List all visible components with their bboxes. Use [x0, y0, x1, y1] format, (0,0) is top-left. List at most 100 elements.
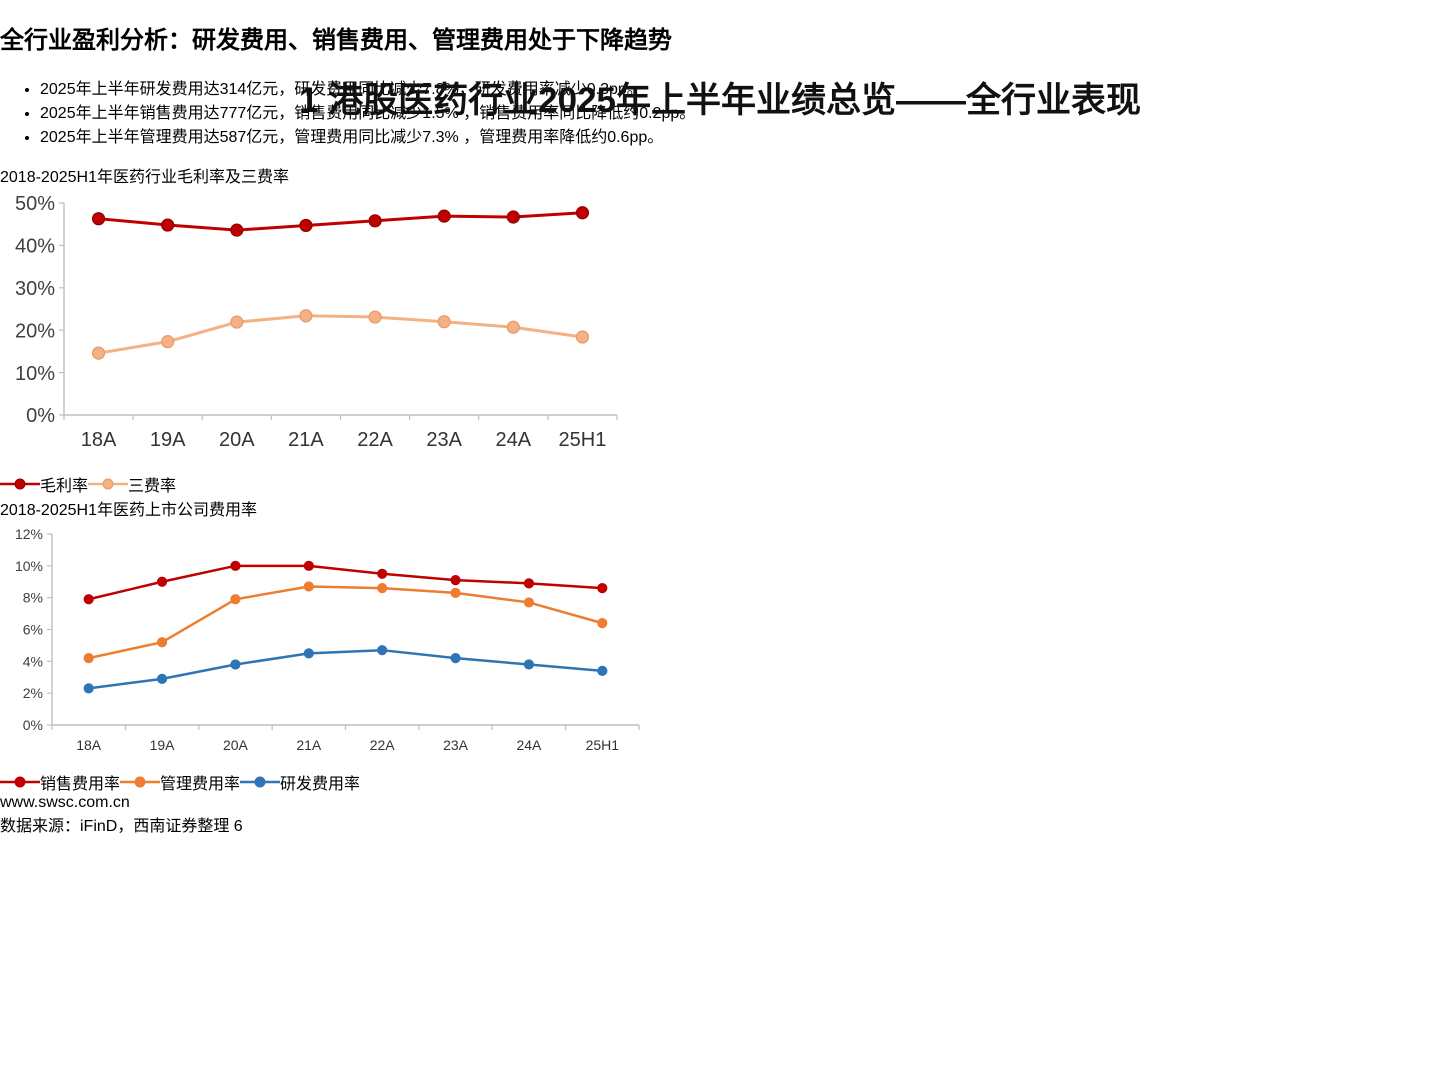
legend-item-1: 三费率: [88, 478, 176, 495]
x-tick-label: 20A: [219, 429, 255, 451]
legend-gross-margin: 毛利率 三费率: [0, 472, 1440, 496]
data-point: [156, 576, 168, 587]
y-tick-label: 10%: [15, 363, 55, 385]
data-point: [230, 659, 241, 670]
data-point: [91, 211, 106, 226]
chart-title-expense-ratios: 2018-2025H1年医药上市公司费用率: [0, 501, 257, 519]
y-tick-label: 40%: [15, 235, 55, 257]
x-tick-label: 25H1: [559, 429, 607, 451]
x-tick-label: 24A: [496, 429, 532, 451]
line-chart-expense-ratios: 0% 2% 4% 6% 8% 10% 12% 18A 19A 20A 21A 22A 23A 24A 25H…: [15, 526, 640, 753]
x-tick-label: 23A: [443, 737, 469, 753]
data-point: [368, 214, 382, 228]
data-point: [156, 673, 168, 684]
legend-label: 管理费用率: [160, 775, 241, 793]
data-point: [161, 218, 175, 232]
data-point: [303, 560, 314, 571]
data-point: [450, 574, 461, 586]
legend-label: 三费率: [128, 477, 177, 495]
data-point: [597, 617, 608, 629]
data-point: [523, 659, 535, 670]
bullet-item: 2025年上半年销售费用达777亿元，销售费用同比减少1.5% ，销售费用率同比…: [40, 99, 1440, 123]
x-tick-label: 19A: [150, 737, 176, 753]
data-point: [299, 218, 313, 232]
y-tick-label: 30%: [15, 278, 55, 300]
y-tick-label: 4%: [23, 653, 43, 669]
series-line-0: [88, 564, 603, 601]
title-accent-bar: [95, 136, 1355, 149]
data-source-note: 数据来源：iFinD，西南证券整理: [0, 817, 230, 835]
legend-marker-icon: [0, 478, 40, 490]
x-tick-label: 19A: [150, 429, 186, 451]
series-line-2: [88, 648, 603, 690]
data-point: [377, 644, 388, 656]
data-point: [597, 582, 608, 594]
data-point: [303, 648, 314, 659]
data-point: [575, 330, 590, 344]
x-tick-label: 22A: [357, 429, 393, 451]
y-tick-label: 0%: [26, 405, 55, 427]
page-title: 1 港股医药行业2025年上半年业绩总览——全行业表现: [298, 81, 1142, 120]
page-number: 6: [233, 817, 243, 835]
legend-item-0: 毛利率: [0, 478, 88, 495]
data-point: [230, 593, 241, 605]
legend-expense-ratios: 销售费用率 管理费用率 研发费用率: [0, 770, 1440, 794]
x-tick-label: 18A: [81, 429, 117, 451]
y-tick-label: 8%: [23, 590, 43, 606]
legend-item-0: 销售费用率: [0, 776, 120, 793]
bullet-list: 2025年上半年研发费用达314亿元，研发费用同比减少7.8%，研发费用率减少0…: [0, 75, 1440, 147]
website-link[interactable]: www.swsc.com.cn: [0, 793, 130, 811]
legend-label: 毛利率: [40, 477, 89, 495]
data-point: [230, 560, 241, 571]
bullet-item: 2025年上半年管理费用达587亿元，管理费用同比减少7.3% ，管理费用率降低…: [40, 123, 1440, 147]
chart-title-gross-margin: 2018-2025H1年医药行业毛利率及三费率: [0, 168, 289, 186]
data-point: [523, 597, 535, 608]
data-point: [230, 223, 244, 237]
y-tick-label: 20%: [15, 320, 55, 342]
data-point: [83, 593, 94, 605]
series-line-0: [98, 211, 583, 232]
data-point: [377, 582, 388, 594]
x-tick-label: 21A: [296, 737, 322, 753]
legend-label: 销售费用率: [40, 775, 121, 793]
data-point: [575, 205, 590, 220]
data-point: [450, 587, 461, 598]
legend-item-1: 管理费用率: [120, 776, 240, 793]
y-tick-label: 6%: [23, 621, 43, 637]
x-tick-label: 24A: [516, 737, 542, 753]
bullet-text: 2025年上半年销售费用达777亿元，销售费用同比减少1.5% ，销售费用率同比…: [40, 104, 696, 122]
y-tick-label: 50%: [15, 193, 55, 215]
x-tick-label: 20A: [223, 737, 249, 753]
data-point: [299, 308, 313, 323]
data-point: [450, 652, 461, 664]
y-tick-label: 12%: [15, 526, 43, 542]
bullet-text: 2025年上半年管理费用达587亿元，管理费用同比减少7.3% ，管理费用率降低…: [40, 128, 664, 146]
line-chart-gross-margin: 0% 10% 20% 30% 40% 50% 18A 19A 20A 21A 22A 23A 24A 25…: [15, 193, 618, 451]
data-point: [303, 581, 314, 592]
data-point: [83, 652, 94, 664]
data-point: [368, 310, 382, 324]
x-tick-label: 25H1: [586, 737, 620, 753]
legend-item-2: 研发费用率: [240, 776, 360, 793]
legend-marker-icon: [88, 478, 129, 490]
bullet-item: 2025年上半年研发费用达314亿元，研发费用同比减少7.8%，研发费用率减少0…: [40, 75, 1440, 99]
bullet-text: 2025年上半年研发费用达314亿元，研发费用同比减少7.8%，研发费用率减少0…: [40, 80, 643, 98]
x-tick-label: 22A: [370, 737, 396, 753]
y-tick-label: 0%: [23, 717, 43, 733]
x-tick-label: 18A: [76, 737, 102, 753]
y-tick-label: 2%: [23, 685, 43, 701]
data-point: [83, 683, 94, 694]
legend-marker-icon: [240, 776, 281, 788]
data-point: [156, 636, 168, 648]
section-heading: 全行业盈利分析：研发费用、销售费用、管理费用处于下降趋势: [0, 26, 672, 54]
series-line-1: [88, 585, 603, 660]
data-point: [377, 568, 388, 579]
data-point: [506, 210, 520, 224]
y-tick-label: 10%: [15, 558, 43, 574]
legend-marker-icon: [120, 776, 161, 788]
data-point: [597, 665, 608, 676]
legend-marker-icon: [0, 776, 40, 788]
data-point: [437, 209, 451, 223]
x-tick-label: 21A: [288, 429, 324, 451]
